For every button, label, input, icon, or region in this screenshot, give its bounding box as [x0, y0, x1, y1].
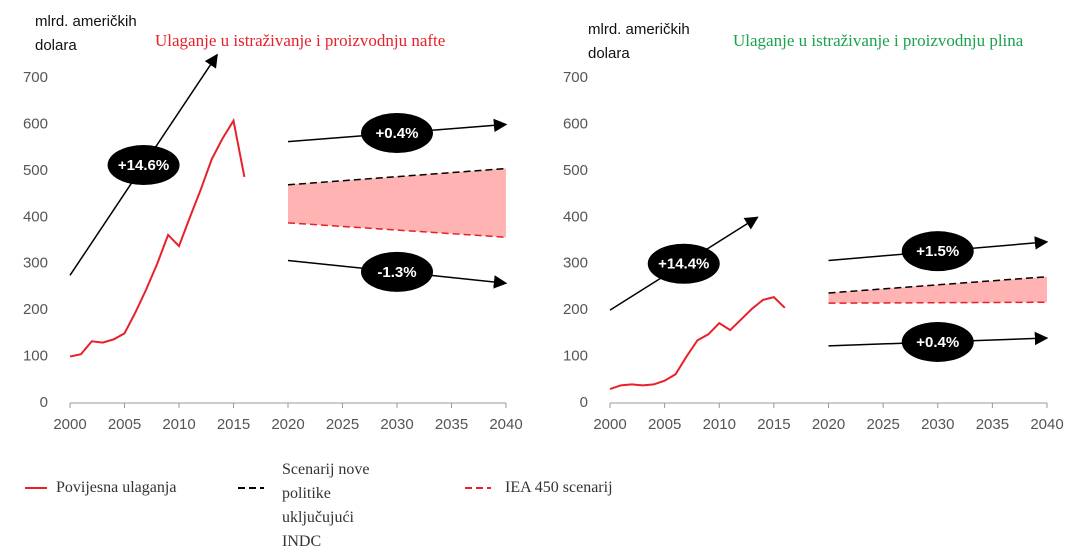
series-line — [828, 275, 1048, 294]
scenario-band — [288, 168, 506, 238]
trend-badge — [901, 321, 974, 362]
y-tick-label: 500 — [23, 162, 48, 179]
y-tick-label: 300 — [563, 255, 588, 272]
y-tick-label: 0 — [580, 394, 588, 411]
trend-label: +0.4% — [376, 125, 419, 142]
x-tick-label: 2025 — [326, 416, 359, 433]
series-line — [287, 167, 507, 186]
trend-label: +1.5% — [916, 243, 959, 260]
x-tick-label: 2020 — [271, 416, 304, 433]
x-tick-label: 2015 — [217, 416, 250, 433]
trend-label: -1.3% — [377, 264, 416, 281]
x-tick-label: 2020 — [812, 416, 845, 433]
series-line — [828, 301, 1048, 304]
legend-label: Scenarij nove politike uključujući INDC — [282, 461, 370, 550]
trend-label: +14.6% — [118, 157, 169, 174]
trend-badge — [361, 251, 433, 292]
trend-badge — [361, 113, 433, 154]
trend-badge — [647, 243, 720, 284]
y-axis-label: mlrd. američkih dolara — [588, 21, 690, 62]
legend-label: IEA 450 scenarij — [505, 479, 613, 496]
y-tick-label: 100 — [563, 348, 588, 365]
y-tick-label: 500 — [563, 162, 588, 179]
trend-badge — [107, 145, 180, 186]
x-tick-label: 2035 — [435, 416, 468, 433]
trend-label: +0.4% — [916, 334, 959, 351]
series-line — [287, 222, 507, 238]
y-tick-label: 300 — [23, 255, 48, 272]
chart-title: Ulaganje u istraživanje i proizvodnju na… — [155, 31, 446, 50]
x-tick-label: 2010 — [162, 416, 195, 433]
x-tick-label: 2040 — [489, 416, 522, 433]
x-tick-label: 2005 — [648, 416, 681, 433]
x-tick-label: 2030 — [921, 416, 954, 433]
y-tick-label: 0 — [40, 394, 48, 411]
y-tick-label: 600 — [563, 115, 588, 132]
x-tick-label: 2040 — [1030, 416, 1063, 433]
x-tick-label: 2015 — [757, 416, 790, 433]
scenario-band — [828, 276, 1047, 304]
y-tick-label: 700 — [23, 69, 48, 86]
chart-title: Ulaganje u istraživanje i proizvodnju pl… — [733, 31, 1024, 50]
x-tick-label: 2000 — [53, 416, 86, 433]
y-tick-label: 600 — [23, 115, 48, 132]
y-tick-label: 400 — [563, 208, 588, 225]
series-line — [69, 118, 246, 358]
x-tick-label: 2025 — [866, 416, 899, 433]
y-tick-label: 100 — [23, 348, 48, 365]
trend-badge — [901, 231, 974, 272]
x-tick-label: 2005 — [108, 416, 141, 433]
series-line — [609, 296, 786, 391]
x-tick-label: 2030 — [380, 416, 413, 433]
legend-label: Povijesna ulaganja — [56, 479, 177, 496]
y-tick-label: 400 — [23, 208, 48, 225]
x-tick-label: 2000 — [593, 416, 626, 433]
y-tick-label: 200 — [563, 301, 588, 318]
x-tick-label: 2035 — [976, 416, 1009, 433]
y-tick-label: 700 — [563, 69, 588, 86]
trend-label: +14.4% — [658, 256, 709, 273]
y-tick-label: 200 — [23, 301, 48, 318]
x-tick-label: 2010 — [703, 416, 736, 433]
y-axis-label: mlrd. američkih dolara — [35, 13, 137, 54]
